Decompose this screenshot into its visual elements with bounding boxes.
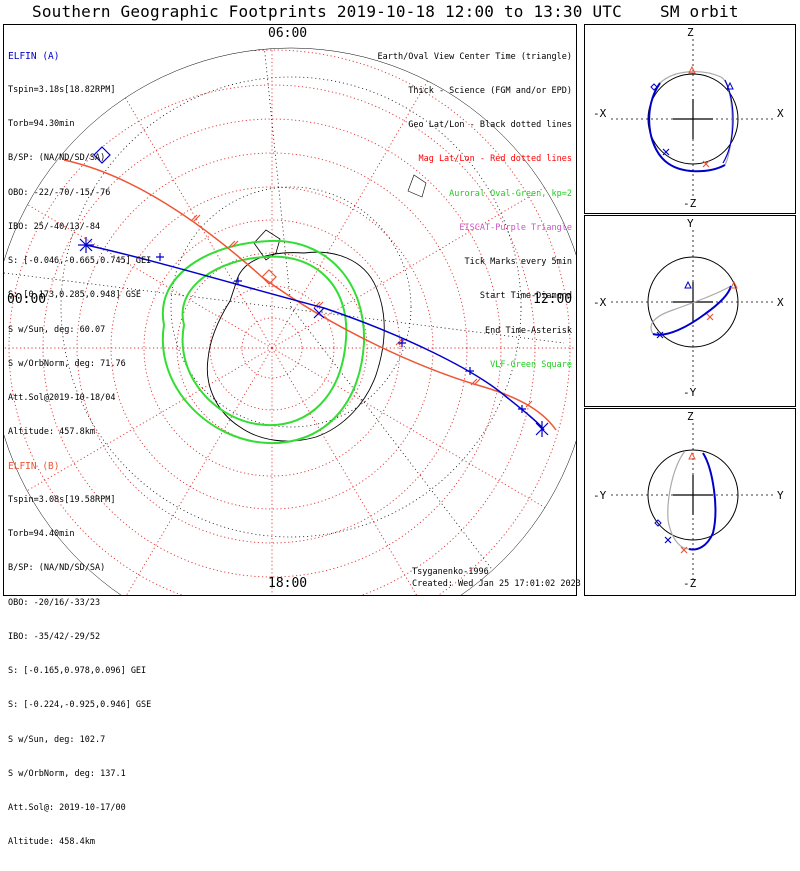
sm-orbit-panel-yz: Z -Z -Y Y (584, 408, 796, 596)
antarctica-coastline (206, 251, 385, 442)
elfin-a-line: IBO: 25/-40/13/-84 (8, 221, 101, 232)
elfin-a-line: S w/Sun, deg: 60.07 (8, 324, 106, 335)
elfin-a-name: ELFIN (A) (8, 50, 60, 62)
map-horizon (4, 47, 576, 595)
geo-grid (4, 48, 565, 586)
elfin-b-diamond (93, 146, 111, 164)
elfin-b-line: Att.Sol@: 2019-10-17/00 (8, 803, 126, 813)
mlt-label-left: 00:00 (7, 292, 47, 307)
legend-item: End Time-Asterisk (485, 325, 572, 336)
elfin-b-line: S w/Sun, deg: 102.7 (8, 734, 106, 745)
elfin-a-line: S: [0.173,0.285,0.948] GSE (8, 290, 142, 301)
axis-label-bottom: -Z (683, 577, 697, 590)
elfin-b-line: Altitude: 458.4km (8, 837, 95, 848)
axis-label-left: -X (593, 107, 607, 120)
elfin-a-line: OBO: -22/-70/-15/-76 (8, 187, 111, 198)
axis-label-bottom: -Z (683, 197, 697, 210)
legend-item: Geo Lat/Lon - Black dotted lines (408, 120, 572, 131)
sm-orbit-title: SM orbit (660, 2, 739, 21)
mlt-label-top: 06:00 (268, 26, 308, 41)
axis-label-right: Y (777, 489, 784, 502)
elfin-a-line: Torb=94.30min (8, 119, 75, 130)
peninsula-coastline (253, 229, 281, 261)
elfin-b-line: OBO: -20/16/-33/23 (8, 597, 101, 608)
legend-item: Thick - Science (FGM and/or EPD) (408, 86, 572, 97)
elfin-a-line: Tspin=3.18s[18.82RPM] (8, 85, 116, 96)
legend-item: Earth/Oval View Center Time (triangle) (377, 51, 572, 62)
axis-label-right: X (777, 296, 784, 309)
sm-orbit-panel-xz: Z -Z -X X (584, 24, 796, 214)
sm-orbit-panel-xy: Y -Y -X X (584, 215, 796, 407)
footprint-map-panel: 06:00 00:00 12:00 18:00 ELFIN (A) Tspin=… (3, 24, 581, 847)
model-label: Tsyganenko-1996 (412, 567, 489, 577)
axis-label-left: -X (593, 296, 607, 309)
elfin-a-track (63, 159, 557, 431)
elfin-b-line: B/SP: (NA/ND/SD/SA) (8, 563, 106, 574)
elfin-a-line: S: [-0.046,-0.665,0.745] GEI (8, 256, 152, 267)
legend-item: Tick Marks every 5min (464, 257, 572, 268)
axis-label-right: X (777, 107, 784, 120)
legend-item: EISCAT-Purple Triangle (459, 222, 572, 233)
axis-label-top: Y (687, 217, 694, 230)
mlt-label-bottom: 18:00 (268, 576, 308, 591)
auroral-oval (161, 239, 366, 445)
page-title: Southern Geographic Footprints 2019-10-1… (32, 2, 622, 21)
elfin-a-line: Altitude: 457.8km (8, 427, 95, 438)
legend-item: Auroral Oval-Green, kp=2 (449, 188, 572, 199)
elfin-a-line: Att.Sol@2019-10-18/04 (8, 393, 116, 403)
axis-label-top: Z (687, 26, 694, 39)
elfin-b-line: Tspin=3.08s[19.58RPM] (8, 495, 116, 506)
elfin-b-end-asterisk (78, 237, 94, 253)
elfin-b-line: S: [-0.165,0.978,0.096] GEI (8, 666, 147, 677)
elfin-a-line: B/SP: (NA/ND/SD/SA) (8, 153, 106, 164)
mlt-label-right: 12:00 (533, 292, 573, 307)
elfin-b-name: ELFIN (B) (8, 460, 60, 472)
legend-item: Mag Lat/Lon - Red dotted lines (418, 154, 572, 165)
island-coastline (407, 174, 427, 198)
elfin-b-center-marker (313, 307, 325, 319)
elfin-b-track (85, 244, 545, 431)
map-legend: Earth/Oval View Center Time (triangle) T… (378, 29, 572, 394)
axis-label-top: Z (687, 410, 694, 423)
elfin-b-start-asterisk (535, 421, 549, 437)
elfin-b-line: IBO: -35/42/-29/52 (8, 631, 101, 642)
elfin-b-line: S: [-0.224,-0.925,0.946] GSE (8, 700, 152, 711)
elfin-b-line: Torb=94.40min (8, 529, 75, 540)
elfin-b-line: S w/OrbNorm, deg: 137.1 (8, 768, 126, 779)
elfin-a-line: S w/OrbNorm, deg: 71.76 (8, 358, 126, 369)
elfin-a-start-diamond (261, 269, 277, 285)
elfin-b-info: ELFIN (B) Tspin=3.08s[19.58RPM] Torb=94.… (8, 438, 151, 871)
elfin-b-ticks (156, 253, 526, 413)
legend-item: VLF-Green Square (490, 359, 572, 370)
elfin-a-info: ELFIN (A) Tspin=3.18s[18.82RPM] Torb=94.… (8, 28, 151, 461)
polar-map (4, 47, 576, 595)
axis-label-left: -Y (593, 489, 607, 502)
created-label: Created: Wed Jan 25 17:01:02 2023 (412, 579, 581, 589)
legend-item: Start Time-Diamond (479, 291, 572, 302)
axis-label-bottom: -Y (683, 386, 697, 399)
